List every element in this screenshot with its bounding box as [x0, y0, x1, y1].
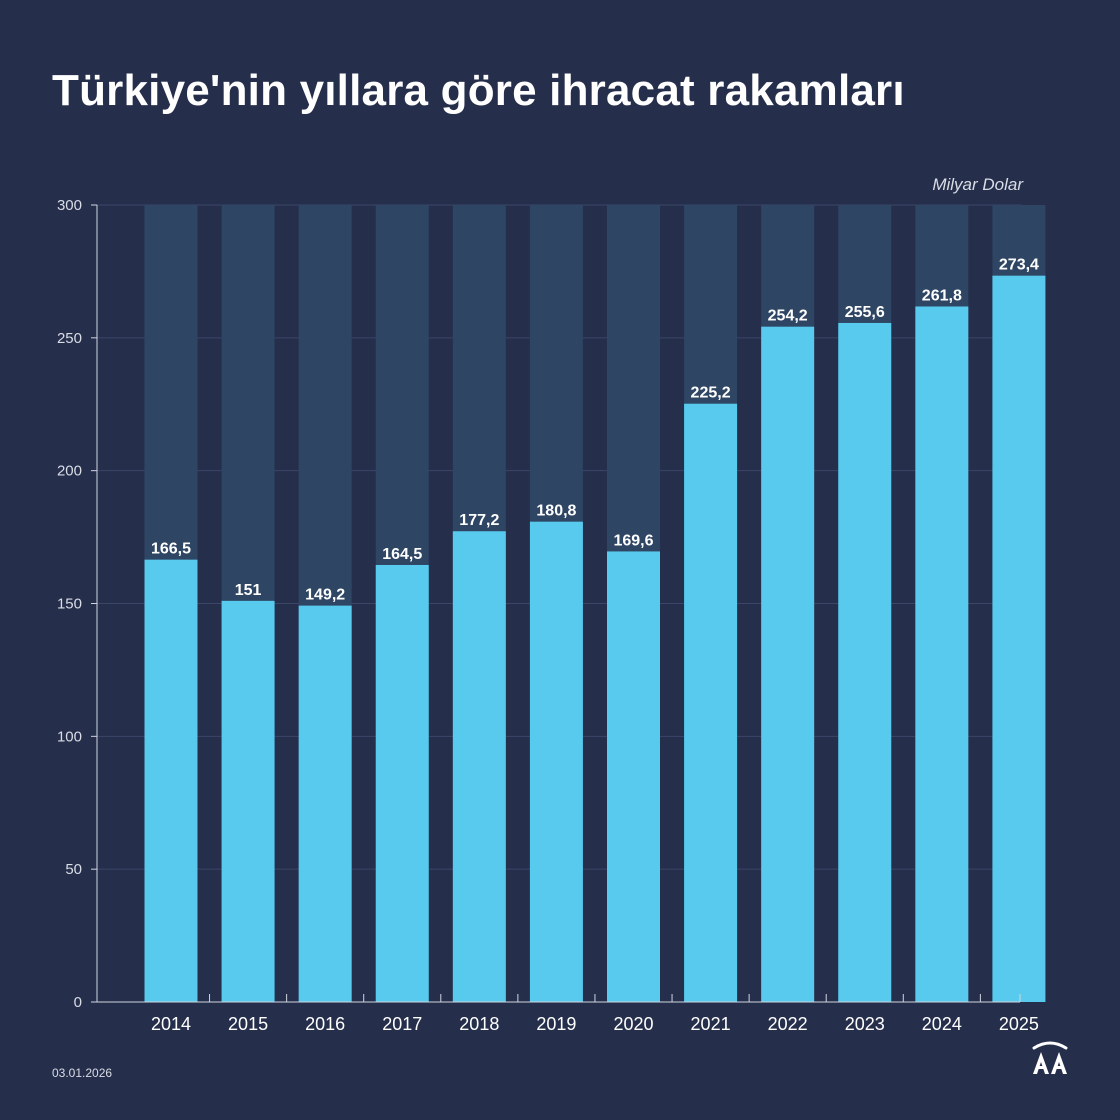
- bar-2015: [221, 600, 275, 1002]
- x-tick-label: 2016: [305, 1014, 345, 1034]
- bar-2022: [761, 326, 815, 1003]
- unit-label: Milyar Dolar: [932, 175, 1023, 194]
- bars: [144, 275, 1046, 1003]
- labels: 0 50 100 150 200 250 300 2014 166,5 2015 151 2016 14…: [57, 197, 1039, 1034]
- value-label: 166,5: [151, 541, 191, 558]
- bar-2020: [607, 551, 660, 1002]
- value-label: 164,5: [382, 546, 422, 563]
- bar-2018: [452, 531, 506, 1002]
- x-tick-label: 2022: [768, 1014, 808, 1034]
- bar-2025: [992, 275, 1046, 1002]
- bar-2016: [298, 605, 352, 1002]
- x-tick-label: 2019: [536, 1014, 576, 1034]
- bar-2019: [529, 521, 583, 1002]
- chart-title: Türkiye'nin yıllara göre ihracat rakamla…: [52, 66, 905, 115]
- bar-2023: [838, 322, 892, 1002]
- value-label: 255,6: [845, 304, 885, 321]
- aa-logo-icon: [1032, 1041, 1068, 1074]
- x-tick-label: 2021: [691, 1014, 731, 1034]
- value-label: 169,6: [613, 532, 653, 549]
- value-label: 273,4: [999, 257, 1039, 274]
- x-tick-label: 2014: [151, 1014, 191, 1034]
- x-tick-label: 2018: [459, 1014, 499, 1034]
- value-label: 151: [235, 582, 262, 599]
- value-label: 177,2: [459, 512, 499, 529]
- bar-2021: [684, 403, 738, 1003]
- bar-2017: [375, 564, 429, 1002]
- y-tick-label: 300: [57, 197, 82, 214]
- y-tick-label: 200: [57, 463, 82, 480]
- x-tick-label: 2020: [613, 1014, 653, 1034]
- bar-2014: [144, 559, 198, 1002]
- value-label: 225,2: [691, 385, 731, 402]
- bar-2024: [915, 306, 969, 1002]
- x-tick-label: 2015: [228, 1014, 268, 1034]
- value-label: 180,8: [536, 503, 576, 520]
- y-tick-label: 50: [65, 861, 82, 878]
- value-label: 149,2: [305, 587, 345, 604]
- axes: [91, 204, 1021, 1003]
- x-tick-label: 2017: [382, 1014, 422, 1034]
- x-tick-label: 2024: [922, 1014, 962, 1034]
- y-tick-label: 250: [57, 330, 82, 347]
- y-tick-label: 150: [57, 596, 82, 613]
- publish-date: 03.01.2026: [52, 1066, 113, 1080]
- y-tick-label: 100: [57, 728, 82, 745]
- x-tick-label: 2025: [999, 1014, 1039, 1034]
- value-label: 254,2: [768, 308, 808, 325]
- value-label: 261,8: [922, 287, 962, 304]
- y-tick-label: 0: [74, 994, 82, 1011]
- x-tick-label: 2023: [845, 1014, 885, 1034]
